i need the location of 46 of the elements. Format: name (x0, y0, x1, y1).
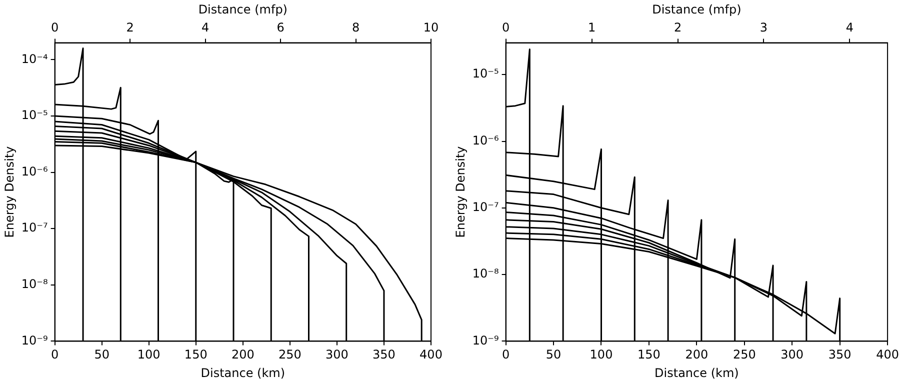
x2-tick-label: 8 (352, 20, 360, 35)
x-tick-label: 350 (372, 348, 396, 362)
x-tick-label: 50 (546, 348, 562, 362)
y-tick-label: 10⁻⁸ (21, 277, 48, 292)
x2-tick-label: 2 (674, 20, 682, 35)
x-tick-label: 100 (590, 348, 613, 362)
x2-axis-title: Distance (mfp) (652, 2, 742, 16)
y-axis-title: Energy Density (453, 146, 468, 238)
x2-tick-label: 10 (423, 20, 439, 35)
x-tick-label: 300 (780, 348, 804, 362)
y-tick-label: 10⁻⁶ (21, 164, 48, 178)
y-tick-label: 10⁻⁵ (21, 108, 48, 122)
x-tick-label: 250 (278, 348, 302, 362)
y-tick-label: 10⁻⁶ (472, 133, 499, 148)
x2-tick-label: 2 (126, 20, 134, 35)
y-tick-label: 10⁻⁵ (472, 66, 499, 81)
x2-tick-label: 4 (201, 20, 210, 35)
x2-tick-label: 1 (588, 20, 596, 35)
y-tick-label: 10⁻⁷ (21, 220, 48, 235)
x-tick-label: 50 (94, 348, 110, 362)
y-tick-label: 10⁻⁹ (21, 333, 48, 348)
x-tick-label: 200 (685, 348, 708, 362)
x-tick-label: 100 (137, 348, 160, 362)
x-tick-label: 150 (184, 348, 208, 362)
y-tick-label: 10⁻⁹ (472, 333, 499, 348)
x-tick-label: 350 (828, 348, 852, 362)
x2-tick-label: 0 (502, 20, 510, 35)
x-tick-label: 300 (326, 348, 348, 362)
x2-axis-title: Distance (mfp) (198, 2, 288, 16)
x-tick-label: 150 (638, 348, 660, 362)
y-tick-label: 10⁻⁷ (472, 200, 499, 214)
x-axis-title: Distance (km) (654, 366, 739, 380)
x2-tick-label: 0 (50, 20, 59, 35)
x-tick-label: 400 (420, 348, 442, 362)
x-tick-label: 0 (50, 348, 59, 362)
x2-tick-label: 6 (276, 20, 284, 35)
x2-tick-label: 3 (760, 20, 768, 35)
x-tick-label: 200 (231, 348, 254, 362)
x-tick-label: 0 (502, 348, 510, 362)
x2-tick-label: 4 (846, 20, 854, 35)
x-axis-title: Distance (km) (200, 366, 286, 380)
y-tick-label: 10⁻⁸ (472, 266, 499, 281)
x-tick-label: 250 (732, 348, 756, 362)
y-tick-label: 10⁻⁴ (21, 52, 48, 66)
x-tick-label: 400 (876, 348, 899, 362)
y-axis-title: Energy Density (2, 146, 16, 238)
